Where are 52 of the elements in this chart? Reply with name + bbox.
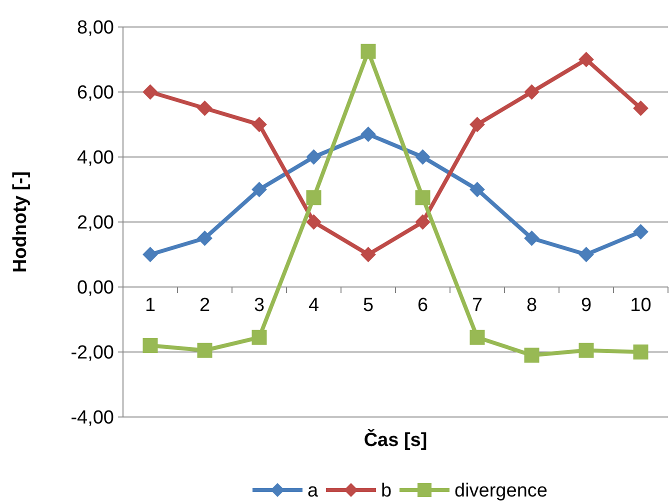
x-tick-label: 5 [362,295,374,316]
x-tick-label: 3 [254,295,265,316]
point [470,182,485,197]
y-tick-label: 0,00 [77,278,114,299]
point [197,342,212,358]
point [252,117,267,132]
legend-label: b [381,480,392,502]
y-tick-label: -2,00 [70,342,114,364]
point [142,247,158,262]
x-tick-label: 7 [472,295,483,316]
point [142,84,158,100]
legend-label: divergence [454,480,548,502]
y-tick-label: 8,00 [77,18,114,39]
point [524,84,540,100]
y-tick-label: 6,00 [77,82,114,104]
x-tick-label: 6 [417,295,428,316]
y-axis-title: Hodnoty [-] [10,171,31,273]
point [415,150,430,164]
y-tick-label: 4,00 [77,148,114,169]
point [306,214,322,230]
point [360,247,376,262]
point [306,190,322,206]
x-axis-title: Čas [s] [364,428,428,451]
x-tick-label: 9 [580,295,592,316]
point [470,117,485,132]
y-tick-label: -4,00 [70,408,114,429]
x-tick-label: 4 [308,295,320,316]
point [524,348,540,363]
point [470,330,485,345]
point [360,44,376,59]
legend-label: a [308,480,318,502]
point [415,214,430,230]
point [306,150,322,164]
point [360,126,376,142]
x-tick-label: 1 [144,295,156,316]
point [252,330,267,345]
point [633,100,648,116]
point [142,338,158,353]
x-tick-label: 2 [199,295,210,316]
point [578,52,594,67]
point [415,190,430,206]
point [252,182,267,197]
point [197,100,212,116]
point [524,230,540,246]
y-tick-label: 2,00 [77,212,114,234]
x-tick-label: 8 [526,295,538,316]
x-tick-label: 10 [630,295,652,316]
point [578,247,594,262]
point [633,224,648,240]
point [633,344,648,360]
point [197,230,212,246]
point [578,342,594,358]
